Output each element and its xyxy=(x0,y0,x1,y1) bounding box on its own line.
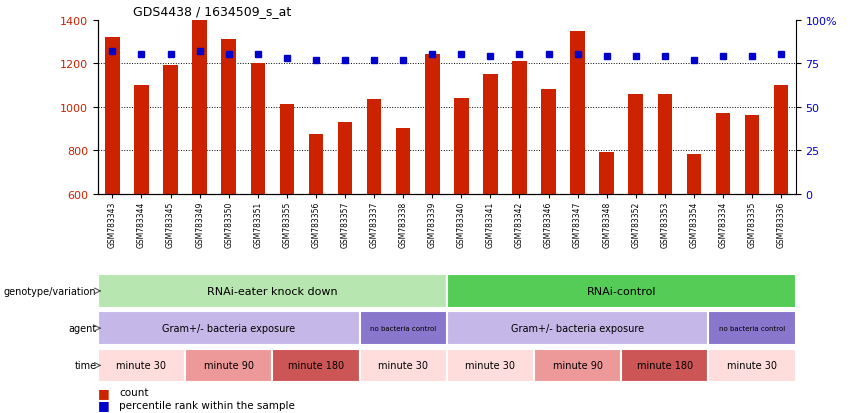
Bar xyxy=(359,311,447,345)
Bar xyxy=(454,99,469,194)
Bar xyxy=(250,64,265,194)
Bar xyxy=(309,135,323,194)
Bar xyxy=(106,38,120,194)
Text: minute 30: minute 30 xyxy=(465,361,516,370)
Bar xyxy=(541,90,556,194)
Bar xyxy=(367,100,381,194)
Text: genotype/variation: genotype/variation xyxy=(4,286,96,296)
Bar xyxy=(774,86,788,194)
Bar xyxy=(98,349,186,382)
Bar xyxy=(658,95,672,194)
Text: minute 30: minute 30 xyxy=(378,361,428,370)
Bar xyxy=(98,275,447,308)
Bar xyxy=(570,31,585,194)
Text: ■: ■ xyxy=(98,398,110,411)
Text: count: count xyxy=(119,387,149,397)
Text: no bacteria control: no bacteria control xyxy=(719,325,785,331)
Text: ■: ■ xyxy=(98,386,110,399)
Bar xyxy=(447,275,796,308)
Bar xyxy=(629,95,643,194)
Bar xyxy=(425,55,439,194)
Text: Gram+/- bacteria exposure: Gram+/- bacteria exposure xyxy=(163,323,295,333)
Text: minute 30: minute 30 xyxy=(117,361,167,370)
Bar xyxy=(534,349,621,382)
Bar xyxy=(186,349,272,382)
Bar xyxy=(280,105,294,194)
Bar xyxy=(716,114,730,194)
Bar xyxy=(98,311,359,345)
Bar xyxy=(447,311,708,345)
Bar xyxy=(745,116,759,194)
Text: minute 180: minute 180 xyxy=(288,361,344,370)
Text: RNAi-eater knock down: RNAi-eater knock down xyxy=(207,286,338,296)
Bar xyxy=(447,349,534,382)
Bar xyxy=(272,349,360,382)
Text: Gram+/- bacteria exposure: Gram+/- bacteria exposure xyxy=(511,323,644,333)
Bar xyxy=(483,75,498,194)
Text: minute 30: minute 30 xyxy=(727,361,777,370)
Text: RNAi-control: RNAi-control xyxy=(586,286,656,296)
Bar xyxy=(134,86,149,194)
Bar xyxy=(621,349,708,382)
Bar xyxy=(359,349,447,382)
Bar xyxy=(687,155,701,194)
Text: GDS4438 / 1634509_s_at: GDS4438 / 1634509_s_at xyxy=(133,5,291,18)
Text: percentile rank within the sample: percentile rank within the sample xyxy=(119,400,295,410)
Bar xyxy=(709,311,796,345)
Text: minute 180: minute 180 xyxy=(637,361,693,370)
Bar xyxy=(192,21,207,194)
Text: agent: agent xyxy=(68,323,96,333)
Bar xyxy=(599,153,614,194)
Bar xyxy=(512,62,527,194)
Text: no bacteria control: no bacteria control xyxy=(370,325,437,331)
Text: minute 90: minute 90 xyxy=(552,361,603,370)
Bar xyxy=(163,66,178,194)
Bar xyxy=(396,129,410,194)
Text: minute 90: minute 90 xyxy=(203,361,254,370)
Bar xyxy=(338,123,352,194)
Bar xyxy=(221,40,236,194)
Bar xyxy=(709,349,796,382)
Text: time: time xyxy=(74,361,96,370)
